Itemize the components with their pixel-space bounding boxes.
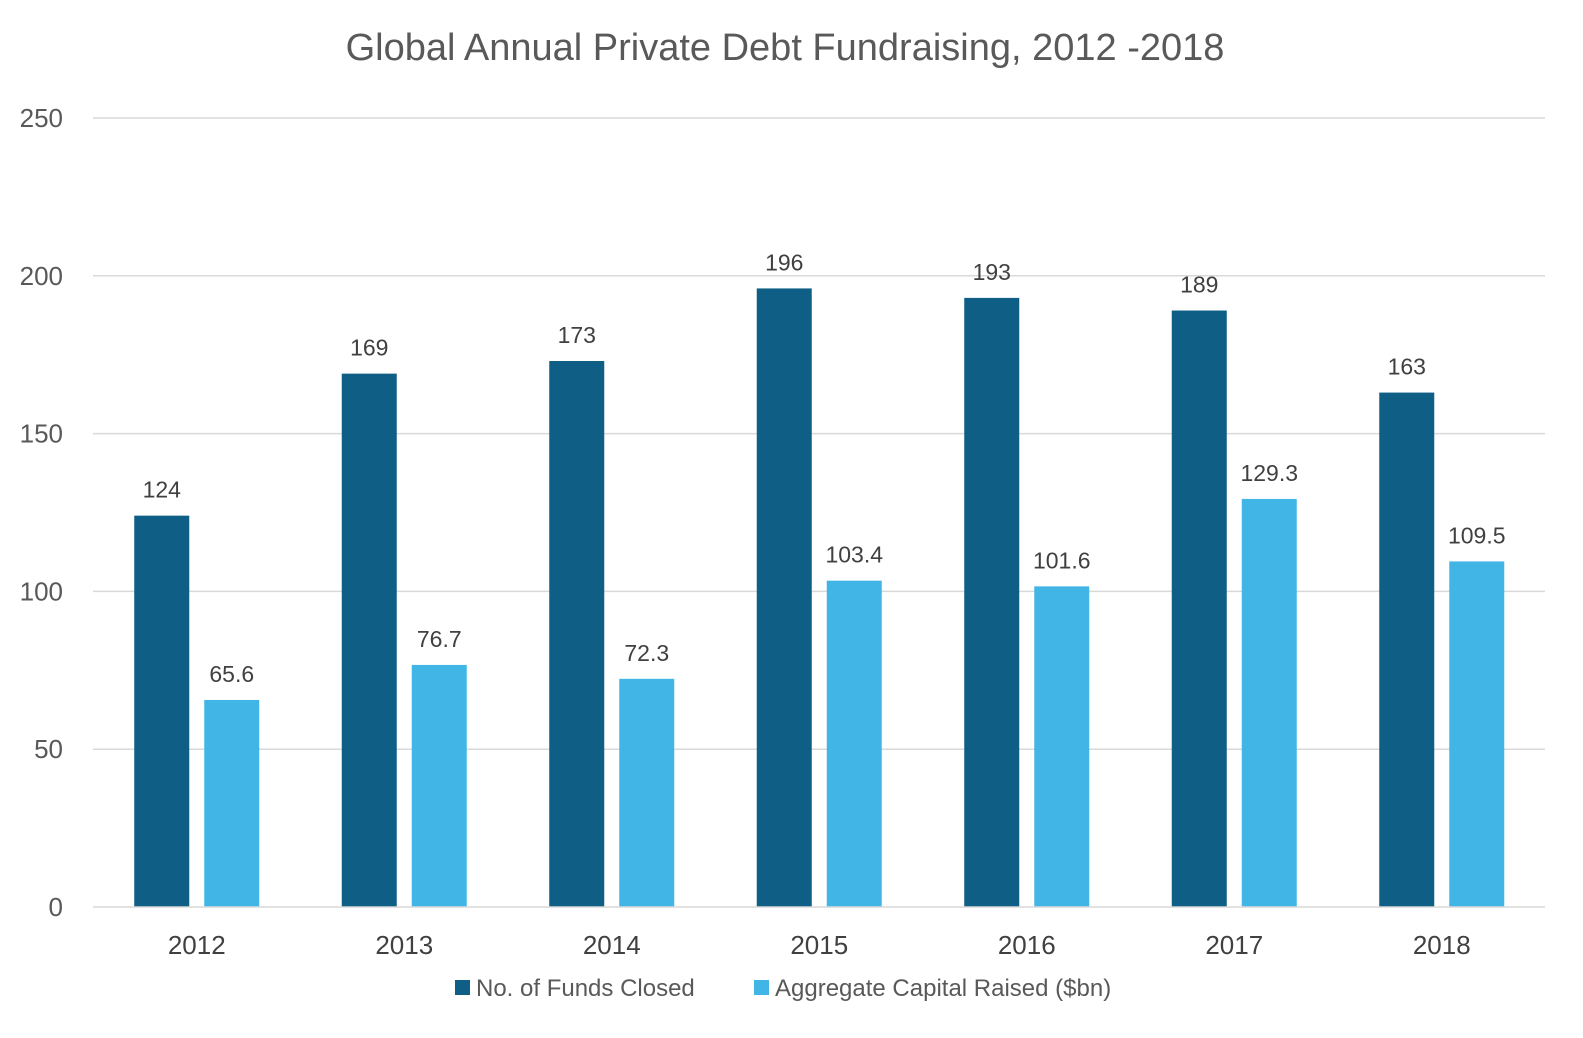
data-label: 124 <box>143 477 182 503</box>
bars <box>134 288 1505 908</box>
legend[interactable]: No. of Funds Closed Aggregate Capital Rai… <box>455 975 1111 1002</box>
x-category-label: 2018 <box>1413 930 1471 960</box>
data-label: 173 <box>558 322 596 348</box>
data-label: 101.6 <box>1033 547 1091 573</box>
data-label: 129.3 <box>1240 460 1298 486</box>
x-category-label: 2014 <box>583 930 641 960</box>
chart-title: Global Annual Private Debt Fundraising, … <box>346 27 1225 69</box>
y-tick-label: 200 <box>20 261 63 291</box>
bar-capital-raised-2018[interactable] <box>1449 561 1505 907</box>
x-category-label: 2013 <box>375 930 433 960</box>
bar-capital-raised-2014[interactable] <box>619 678 675 907</box>
y-tick-label: 50 <box>34 734 63 764</box>
legend-swatch <box>754 980 769 995</box>
bar-funds-closed-2012[interactable] <box>134 515 190 907</box>
y-tick-label: 100 <box>20 576 63 606</box>
x-axis-category-labels: 2012 2013 2014 2015 2016 2017 2018 <box>168 930 1471 960</box>
legend-item-funds-closed[interactable]: No. of Funds Closed <box>455 975 695 1002</box>
y-axis-tick-labels: 0 50 100 150 200 250 <box>20 103 63 922</box>
gridlines <box>93 117 1545 750</box>
data-label: 163 <box>1388 354 1426 380</box>
bar-funds-closed-2015[interactable] <box>756 288 812 907</box>
data-label: 103.4 <box>825 542 883 568</box>
data-label: 109.5 <box>1448 522 1506 548</box>
legend-swatch <box>455 980 470 995</box>
legend-label: No. of Funds Closed <box>476 975 695 1002</box>
data-label: 189 <box>1180 272 1218 298</box>
legend-item-capital-raised[interactable]: Aggregate Capital Raised ($bn) <box>754 975 1111 1002</box>
y-tick-label: 250 <box>20 103 63 133</box>
x-category-label: 2017 <box>1205 930 1263 960</box>
bar-funds-closed-2013[interactable] <box>341 373 397 907</box>
data-label: 72.3 <box>624 640 669 666</box>
legend-label: Aggregate Capital Raised ($bn) <box>775 975 1111 1002</box>
x-category-label: 2012 <box>168 930 226 960</box>
data-label: 193 <box>973 259 1011 285</box>
x-category-label: 2016 <box>998 930 1056 960</box>
data-labels: 124 65.6 169 76.7 173 72.3 196 103.4 193 101.6 189… <box>143 249 1506 687</box>
bar-capital-raised-2017[interactable] <box>1241 498 1297 907</box>
bar-capital-raised-2015[interactable] <box>826 580 882 907</box>
y-tick-label: 150 <box>20 419 63 449</box>
bar-capital-raised-2016[interactable] <box>1034 586 1090 907</box>
data-label: 65.6 <box>209 661 254 687</box>
bar-capital-raised-2013[interactable] <box>411 664 467 907</box>
data-label: 169 <box>350 335 388 361</box>
bar-funds-closed-2017[interactable] <box>1171 310 1227 907</box>
data-label: 196 <box>765 249 803 275</box>
bar-funds-closed-2018[interactable] <box>1379 392 1435 907</box>
bar-capital-raised-2012[interactable] <box>204 699 260 907</box>
x-category-label: 2015 <box>790 930 848 960</box>
data-label: 76.7 <box>417 626 462 652</box>
bar-funds-closed-2014[interactable] <box>549 361 605 908</box>
bar-funds-closed-2016[interactable] <box>964 297 1020 908</box>
y-tick-label: 0 <box>49 892 63 922</box>
